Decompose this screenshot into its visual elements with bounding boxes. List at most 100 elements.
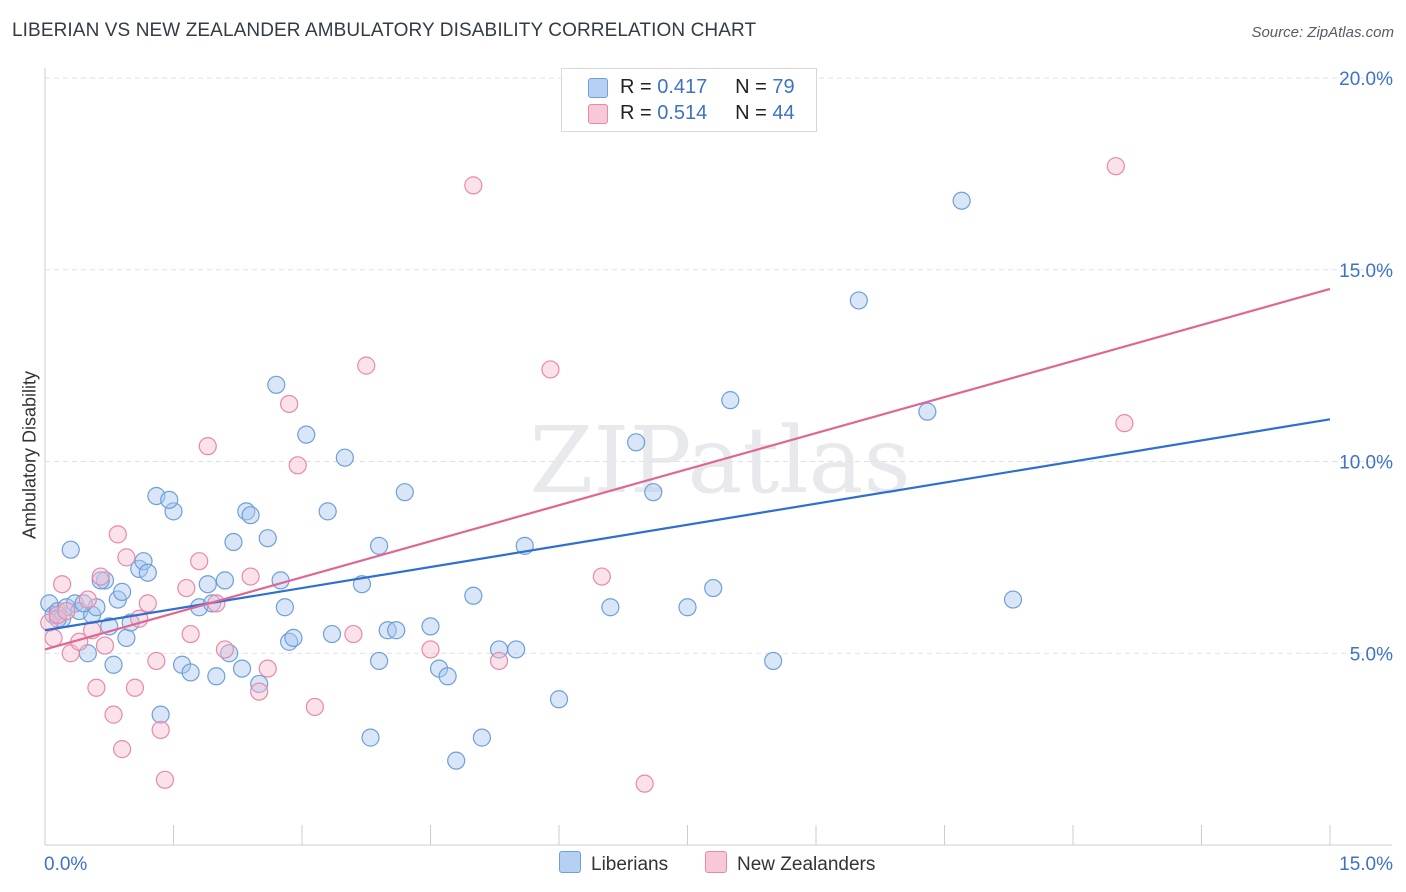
liberians-legend-label: Liberians [591,854,669,875]
new-zealander-point [344,624,363,644]
trend-lines [44,287,1331,651]
liberian-point [160,490,179,509]
liberians-trend-line [44,418,1331,632]
new-zealanders-legend-label: New Zealanders [737,854,876,875]
new-zealander-point [198,437,217,456]
liberian-point [438,667,457,686]
liberian-point [250,674,269,694]
liberian-point [918,402,937,421]
new-zealander-point [181,624,200,644]
liberian-point [284,628,303,648]
liberian-point [241,506,260,525]
new-zealander-point [177,578,196,598]
new-zealander-point [155,770,175,789]
y-tick-label: 15.0% [1339,261,1393,282]
bottom-legend-new-zealanders: New Zealanders [705,851,875,876]
new-zealander-point [112,740,132,759]
tick-labels: 5.0% 10.0% 15.0% 20.0% 0.0% 15.0% [44,69,1393,875]
n-value: 44 [772,102,795,124]
new-zealander-point [87,678,106,697]
chart-title: LIBERIAN VS NEW ZEALANDER AMBULATORY DIS… [12,20,757,41]
liberian-point [370,651,389,671]
liberian-point [626,433,646,452]
liberian-point [181,663,200,682]
liberian-point [370,536,389,555]
grid-lines [45,77,1392,654]
new-zealander-point [95,636,115,655]
liberian-point [297,425,316,444]
liberian-point [447,751,466,770]
axes [44,68,1392,846]
n-label: N = [735,102,767,124]
new-zealander-point [541,360,560,379]
liberian-point [678,598,697,617]
new-zealander-point [215,640,234,659]
new-zealander-point [147,651,166,671]
new-zealander-point [44,628,63,648]
new-zealander-point [592,567,611,586]
new-zealander-point [258,659,277,678]
new-zealander-point [151,720,170,740]
r-label: R = [620,76,652,98]
new-zealander-point [357,356,376,375]
liberian-point [271,571,290,590]
liberian-point [387,621,406,640]
new-zealander-point [104,705,123,724]
liberian-point [507,640,526,659]
new-zealander-point [421,640,440,659]
new-zealander-point [464,176,483,195]
new-zealander-point [1106,157,1125,176]
liberian-point [112,582,132,601]
liberian-point [117,628,136,648]
new-zealanders-trend-line [44,287,1331,651]
source-label: Source: ZipAtlas.com [1251,24,1394,41]
liberian-point [601,598,620,617]
new-zealanders-legend-swatch [705,851,727,873]
liberian-point [395,483,414,502]
new-zealander-point [53,575,72,594]
liberian-point [335,448,354,467]
new-zealander-point [288,456,307,475]
new-zealander-point [190,552,209,571]
new-zealanders-points [40,157,1134,793]
new-zealander-point [241,567,260,586]
liberian-point [549,690,569,709]
y-tick-label: 20.0% [1339,69,1393,90]
liberian-point [258,529,277,548]
new-zealander-point [250,682,269,701]
liberian-point [138,563,157,582]
new-zealander-point [57,601,76,621]
liberian-point [232,659,252,678]
new-zealander-point [1115,414,1134,433]
liberian-point [207,667,226,686]
stats-legend: R = 0.417 N = 79 R = 0.514 N = 44 [561,68,817,132]
y-tick-label: 10.0% [1339,453,1393,474]
new-zealander-point [138,594,157,613]
new-zealander-point [489,651,509,671]
liberian-point [721,391,740,410]
liberian-point [91,571,110,590]
new-zealander-point [305,697,324,717]
new-zealander-point [91,567,110,586]
new-zealander-point [280,394,299,414]
y-tick-label: 5.0% [1350,644,1393,665]
liberian-point [361,728,380,747]
liberians-legend-swatch [559,851,581,873]
r-value: 0.417 [657,76,708,98]
new-zealander-point [635,774,654,793]
liberian-point [322,624,342,644]
y-axis-label: Ambulatory Disability [19,370,40,540]
liberian-point [267,375,286,394]
liberians-points [40,191,1023,770]
liberians-swatch [588,78,608,98]
liberian-point [318,502,337,521]
new-zealander-point [117,548,136,567]
liberian-point [472,728,491,747]
liberian-point [198,575,217,594]
liberian-point [764,651,783,671]
liberian-point [275,598,294,617]
n-label: N = [735,76,767,98]
liberian-point [224,532,243,552]
liberian-point [61,540,80,559]
